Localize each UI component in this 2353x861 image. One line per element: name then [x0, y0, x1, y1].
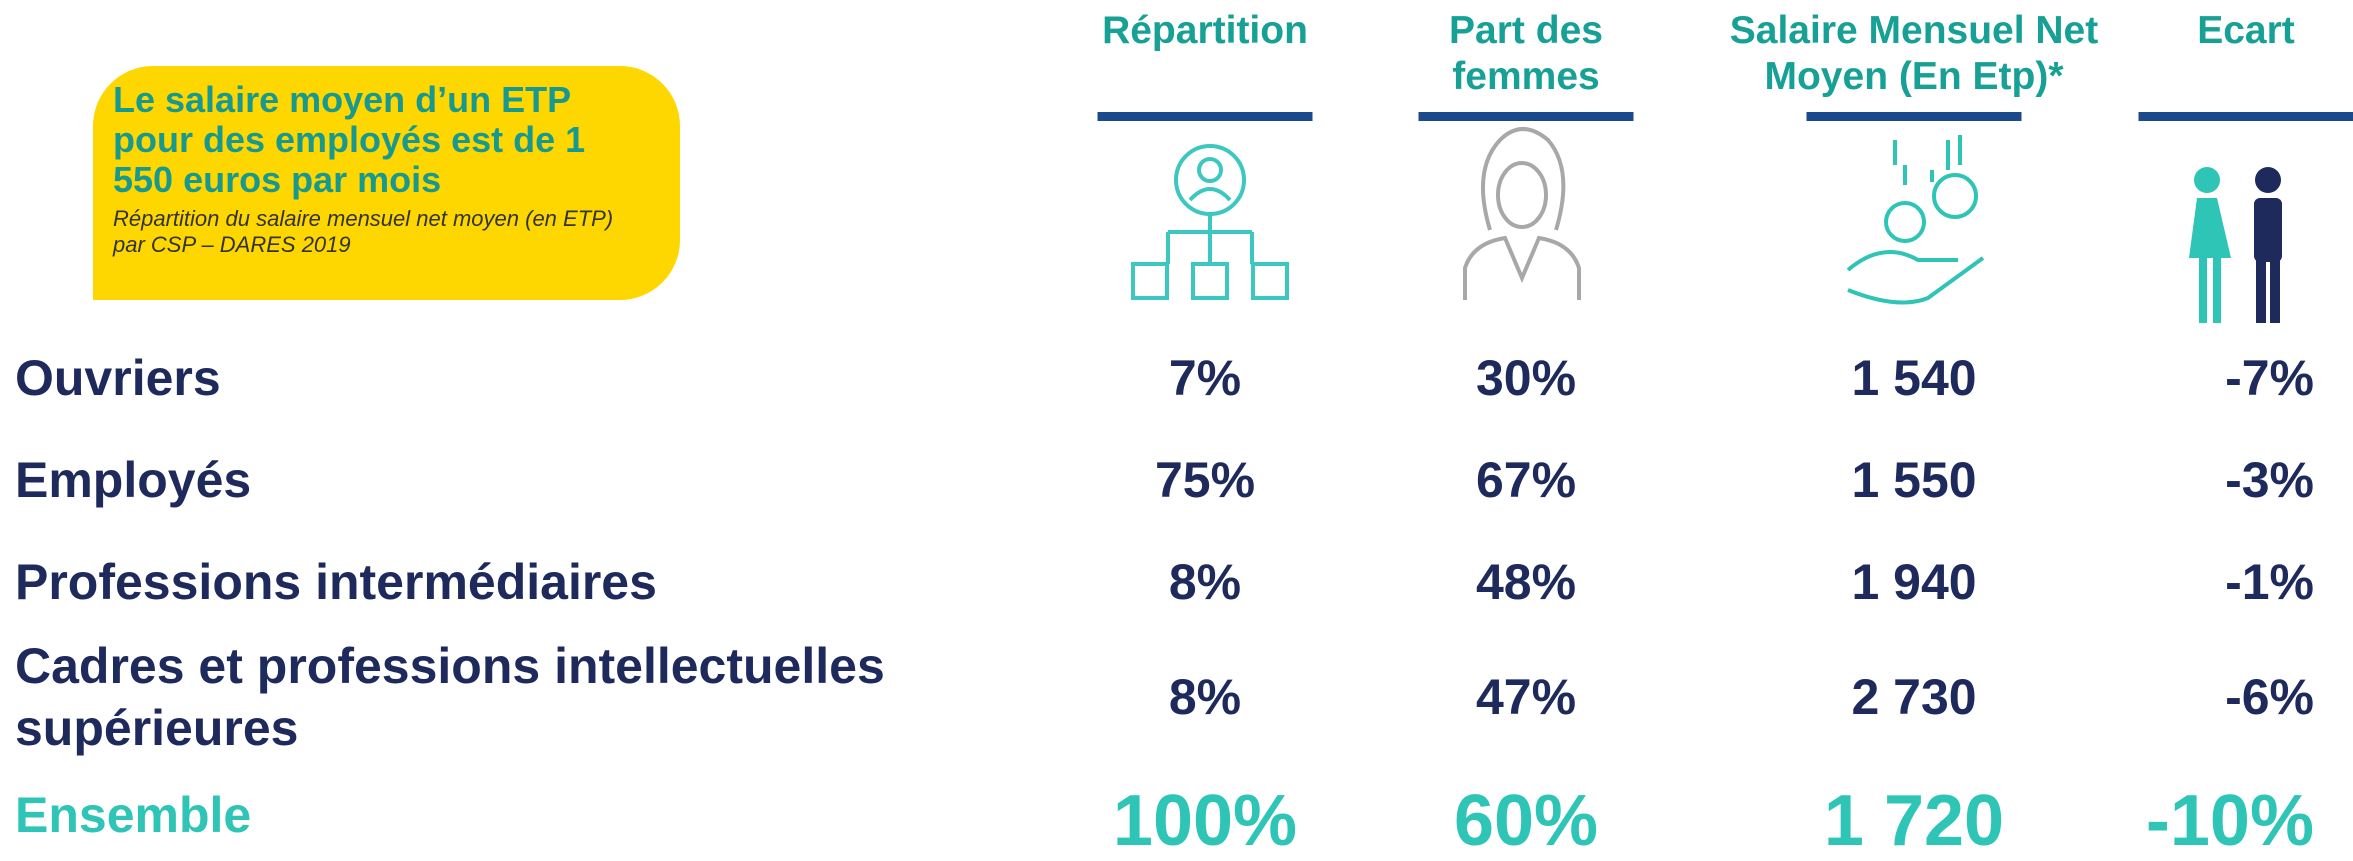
- cell-value: 48%: [1476, 551, 1576, 613]
- cell-value: -3%: [2225, 449, 2314, 511]
- cell-value: 1 540: [1851, 347, 1976, 409]
- page: Le salaire moyen d’un ETP pour des emplo…: [0, 0, 2353, 839]
- cell-value: -1%: [2225, 551, 2314, 613]
- cell-value: 8%: [1169, 666, 1241, 728]
- money-icon: [1848, 135, 1983, 303]
- row-label: Professions intermédiaires: [15, 551, 975, 613]
- header-underline: [2139, 112, 2353, 121]
- row-label: Ensemble: [15, 784, 975, 846]
- cell-value: 75%: [1155, 449, 1255, 511]
- row-label: Employés: [15, 449, 975, 511]
- cell-value: 47%: [1476, 666, 1576, 728]
- cell-value: 100%: [1113, 790, 1297, 852]
- header-underline: [1419, 112, 1634, 121]
- header-underline: [1098, 112, 1313, 121]
- cell-value: -6%: [2225, 666, 2314, 728]
- woman-icon: [1465, 129, 1579, 300]
- cell-value: -7%: [2225, 347, 2314, 409]
- cell-value: 1 720: [1824, 790, 2004, 852]
- column-header: Part des femmes: [1416, 8, 1636, 100]
- cell-value: 1 940: [1851, 551, 1976, 613]
- cell-value: 7%: [1169, 347, 1241, 409]
- column-header: Salaire Mensuel Net Moyen (En Etp)*: [1704, 8, 2124, 100]
- column-header: Ecart: [2146, 8, 2346, 54]
- cell-value: 60%: [1454, 790, 1598, 852]
- cell-value: 67%: [1476, 449, 1576, 511]
- row-label: Cadres et professions intellectuelles su…: [15, 635, 975, 759]
- header-underline: [1807, 112, 2022, 121]
- cell-value: 2 730: [1851, 666, 1976, 728]
- column-header: Répartition: [1065, 8, 1345, 54]
- cell-value: 30%: [1476, 347, 1576, 409]
- cell-value: -10%: [2146, 790, 2314, 852]
- cell-value: 1 550: [1851, 449, 1976, 511]
- row-label: Ouvriers: [15, 347, 975, 409]
- gender-icon: [2189, 167, 2282, 323]
- org-icon: [1133, 146, 1287, 298]
- cell-value: 8%: [1169, 551, 1241, 613]
